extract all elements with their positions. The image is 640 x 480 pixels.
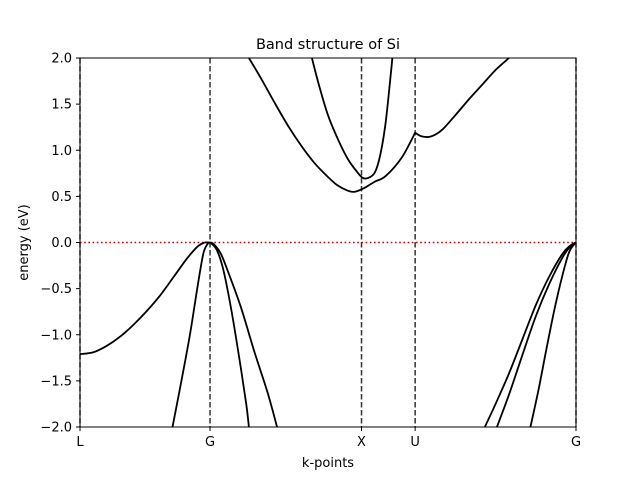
y-tick-label: 1.0 bbox=[51, 144, 72, 159]
x-tick-label: G bbox=[571, 435, 581, 450]
band-line bbox=[248, 58, 416, 193]
y-tick-label: −2.0 bbox=[40, 421, 72, 436]
band-line bbox=[529, 241, 576, 427]
band-line bbox=[496, 241, 576, 427]
x-tick-label: L bbox=[76, 435, 84, 450]
band-line bbox=[209, 241, 250, 427]
y-tick-label: −0.5 bbox=[40, 282, 72, 297]
x-axis-label: k-points bbox=[302, 456, 354, 471]
y-axis-ticks: −2.0 −1.5 −1.0 −0.5 0.0 0.5 1.0 1.5 2.0 bbox=[40, 52, 80, 436]
bands bbox=[80, 58, 576, 427]
band-line bbox=[311, 58, 394, 180]
y-axis-label: energy (eV) bbox=[17, 204, 32, 280]
x-tick-label: G bbox=[205, 435, 215, 450]
x-tick-label: X bbox=[357, 435, 366, 450]
y-tick-label: 2.0 bbox=[51, 52, 72, 67]
y-tick-label: 0.0 bbox=[51, 236, 72, 251]
y-tick-label: −1.5 bbox=[40, 374, 72, 389]
y-tick-label: −1.0 bbox=[40, 328, 72, 343]
band-line bbox=[484, 241, 576, 427]
x-tick-label: U bbox=[410, 435, 420, 450]
y-tick-label: 1.5 bbox=[51, 98, 72, 113]
band-line bbox=[414, 58, 510, 138]
y-tick-label: 0.5 bbox=[51, 190, 72, 205]
band-line bbox=[80, 241, 206, 356]
band-line bbox=[171, 241, 211, 427]
chart-title: Band structure of Si bbox=[256, 37, 400, 53]
